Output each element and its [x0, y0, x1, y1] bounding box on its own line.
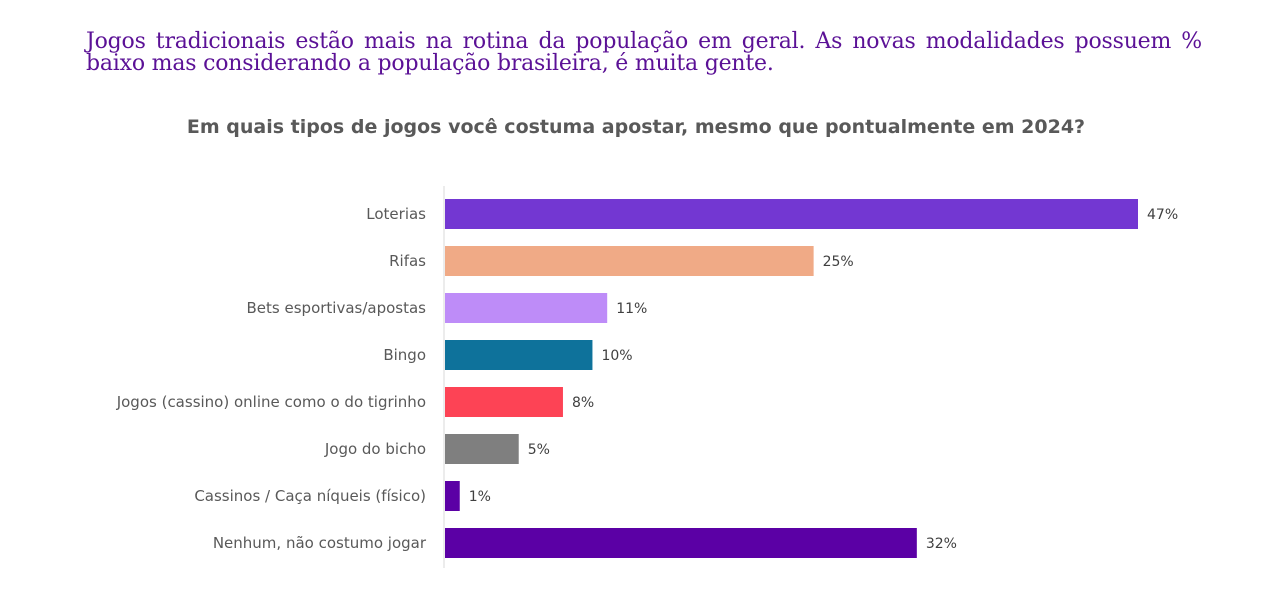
bar [445, 434, 519, 464]
headline-text: Jogos tradicionais estão mais na rotina … [86, 29, 1202, 76]
value-label: 25% [823, 254, 854, 270]
category-label: Rifas [389, 252, 426, 270]
bar [445, 293, 608, 323]
category-label: Bingo [383, 346, 426, 364]
category-labels-group: Loterias Rifas Bets esportivas/apostas Bing… [116, 205, 427, 552]
category-label: Loterias [366, 205, 426, 223]
value-label: 47% [1147, 207, 1178, 223]
bar [445, 528, 917, 558]
value-labels-group: 47% 25% 11% 10% 8% 5% 1% 32% [469, 207, 1178, 552]
category-label: Bets esportivas/apostas [247, 299, 427, 317]
value-label: 8% [572, 395, 594, 411]
category-label: Jogo do bicho [324, 440, 426, 458]
bar [445, 340, 593, 370]
value-label: 10% [601, 348, 632, 364]
chart-title: Em quais tipos de jogos você costuma apo… [186, 116, 1086, 138]
value-label: 5% [528, 442, 550, 458]
value-label: 32% [926, 536, 957, 552]
category-label: Cassinos / Caça níqueis (físico) [194, 487, 426, 505]
bars-group [445, 199, 1138, 558]
bar [445, 481, 460, 511]
category-label: Jogos (cassino) online como o do tigrinh… [116, 393, 426, 411]
value-label: 11% [616, 301, 647, 317]
bar [445, 246, 814, 276]
category-label: Nenhum, não costumo jogar [213, 534, 427, 552]
bar [445, 199, 1138, 229]
value-label: 1% [469, 489, 491, 505]
bar [445, 387, 563, 417]
